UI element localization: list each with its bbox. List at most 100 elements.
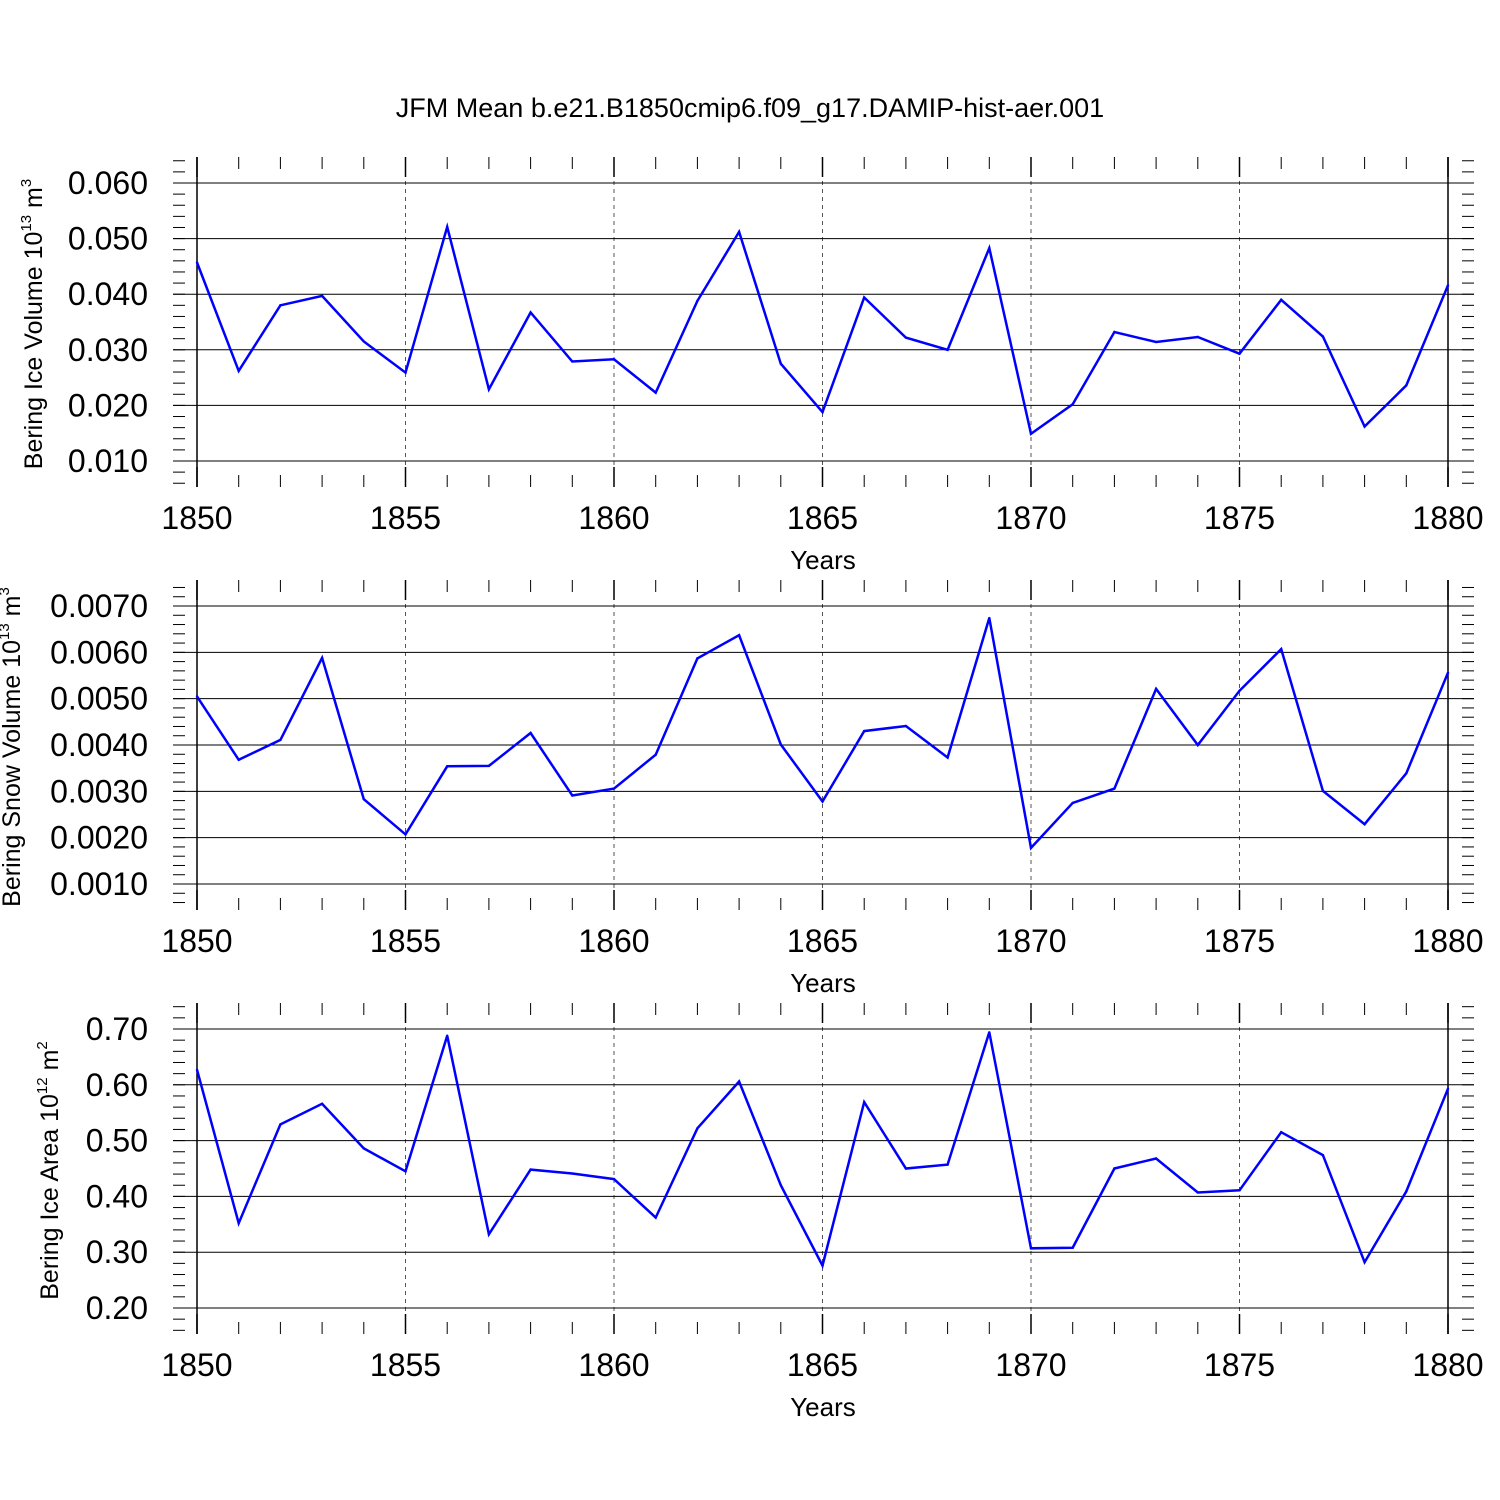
x-tick-label: 1870: [995, 923, 1066, 959]
data-point: [1196, 1191, 1200, 1194]
data-point: [863, 729, 866, 733]
y-tick-label: 0.30: [86, 1234, 148, 1270]
data-point: [737, 633, 741, 637]
data-point: [404, 1170, 407, 1173]
data-point: [1196, 335, 1200, 339]
x-tick-label: 1880: [1412, 1347, 1483, 1383]
data-point: [946, 1163, 949, 1166]
y-axis-label: Bering Ice Area 1012 m2: [34, 1041, 64, 1300]
data-point: [529, 311, 532, 314]
data-point: [404, 833, 407, 836]
data-point: [320, 1102, 324, 1105]
data-point: [279, 304, 282, 307]
data-point: [654, 391, 657, 394]
y-axis-label: Bering Snow Volume 1013 m3: [0, 587, 26, 907]
y-axis-label: Bering Ice Volume 1013 m3: [18, 179, 48, 469]
x-tick-label: 1875: [1204, 923, 1275, 959]
data-point: [654, 1216, 657, 1219]
data-point: [1196, 743, 1200, 747]
y-tick-label: 0.0050: [50, 681, 148, 717]
x-tick-label: 1880: [1412, 923, 1483, 959]
y-tick-label: 0.60: [86, 1067, 148, 1103]
data-point: [779, 743, 782, 746]
data-point: [362, 1147, 365, 1150]
data-point: [863, 296, 866, 299]
data-point: [1363, 823, 1366, 826]
data-point: [1238, 689, 1241, 692]
data-point: [1363, 1261, 1366, 1264]
y-tick-label: 0.0010: [50, 866, 148, 902]
chart-title: JFM Mean b.e21.B1850cmip6.f09_g17.DAMIP-…: [396, 93, 1104, 123]
data-point: [1071, 403, 1074, 406]
data-point: [1280, 647, 1283, 651]
x-tick-label: 1850: [161, 1347, 232, 1383]
data-point: [195, 261, 199, 264]
data-point: [988, 616, 991, 620]
data-point: [446, 225, 449, 229]
data-point: [821, 800, 824, 803]
x-tick-label: 1875: [1204, 500, 1275, 536]
data-point: [612, 1177, 616, 1181]
data-point: [946, 756, 949, 759]
x-tick-label: 1860: [578, 923, 649, 959]
data-point: [1363, 425, 1366, 428]
data-point: [195, 1068, 199, 1071]
x-tick-label: 1860: [578, 1347, 649, 1383]
x-tick-label: 1880: [1412, 500, 1483, 536]
y-tick-label: 0.50: [86, 1123, 148, 1159]
data-point: [696, 1127, 699, 1130]
data-point: [404, 371, 407, 374]
data-point: [779, 1184, 782, 1187]
data-point: [904, 1167, 908, 1170]
panel-1: 0.010 0.020 0.030 0.040 0.050 0.060 1850 1855 18…: [18, 157, 1484, 575]
series-line: [195, 222, 1450, 436]
data-point: [696, 299, 699, 303]
y-tick-label: 0.0040: [50, 727, 148, 763]
data-point: [1280, 1131, 1283, 1134]
data-point: [487, 388, 491, 391]
x-tick-label: 1855: [370, 500, 441, 536]
data-point: [1446, 671, 1450, 674]
x-tick-label: 1865: [787, 923, 858, 959]
panel-2: 0.0010 0.0020 0.0030 0.0040 0.0050 0.0060 0.00…: [0, 580, 1484, 998]
data-point: [1071, 801, 1074, 805]
data-point: [1238, 1189, 1241, 1192]
y-tick-label: 0.0030: [50, 773, 148, 809]
data-point: [1405, 772, 1408, 775]
data-point: [1154, 687, 1158, 691]
data-point: [904, 336, 908, 339]
data-point: [237, 369, 240, 373]
x-tick-label: 1850: [161, 923, 232, 959]
data-point: [1071, 1246, 1074, 1249]
data-point: [737, 1080, 741, 1083]
y-tick-label: 0.050: [68, 221, 148, 257]
data-point: [1113, 787, 1116, 790]
data-point: [362, 798, 365, 801]
data-point: [988, 246, 991, 250]
x-tick-label: 1865: [787, 1347, 858, 1383]
x-tick-label: 1850: [161, 500, 232, 536]
data-point: [1238, 352, 1241, 355]
x-tick-label: 1855: [370, 1347, 441, 1383]
data-point: [1029, 846, 1033, 850]
y-tick-label: 0.020: [68, 387, 148, 423]
data-point: [779, 362, 782, 365]
data-point: [1280, 298, 1283, 301]
y-tick-label: 0.0020: [50, 820, 148, 856]
x-tick-label: 1870: [995, 1347, 1066, 1383]
y-tick-label: 0.70: [86, 1011, 148, 1047]
data-point: [571, 1172, 574, 1175]
data-point: [320, 294, 324, 298]
x-axis-label: Years: [790, 1392, 856, 1422]
y-tick-label: 0.0060: [50, 634, 148, 670]
data-point: [195, 695, 199, 698]
data-point: [946, 348, 949, 351]
y-tick-label: 0.40: [86, 1178, 148, 1214]
y-tick-label: 0.030: [68, 332, 148, 368]
data-point: [362, 340, 365, 343]
data-point: [237, 1221, 240, 1225]
data-point: [1113, 1167, 1116, 1170]
data-point: [446, 1034, 449, 1037]
data-point: [571, 794, 574, 797]
